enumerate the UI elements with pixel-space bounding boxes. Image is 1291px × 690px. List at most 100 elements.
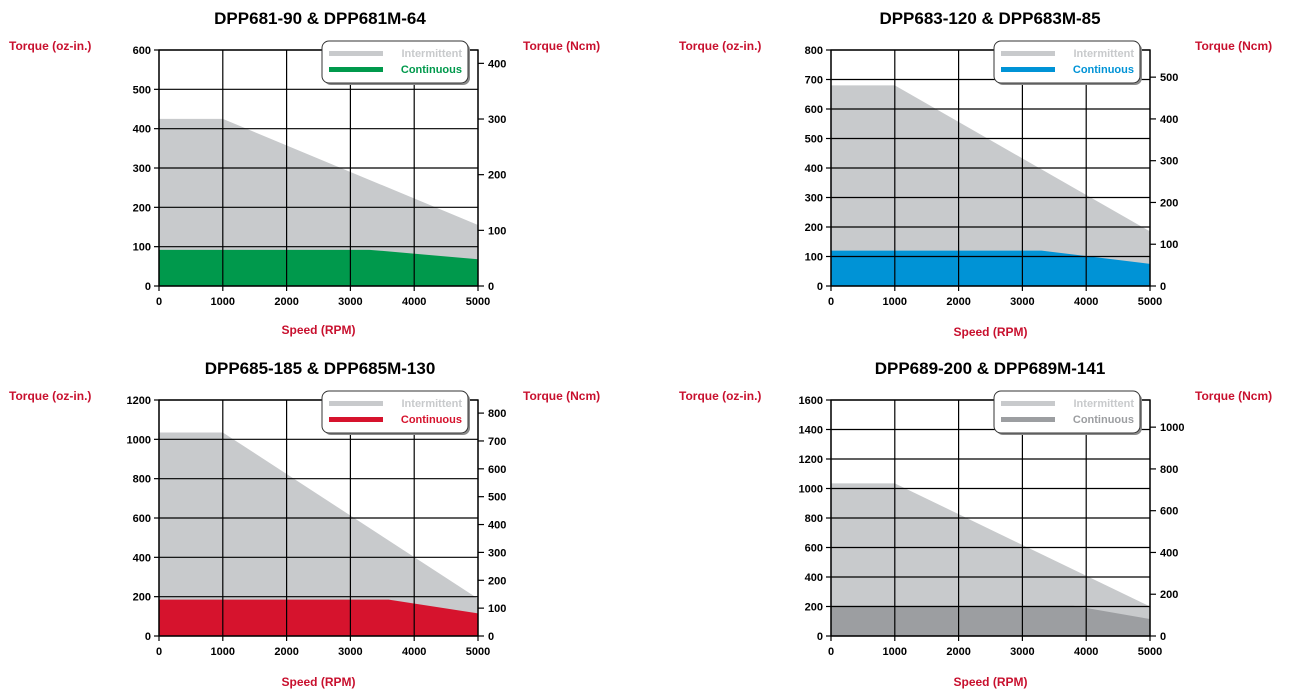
y-axis-label-right: Torque (Ncm) (523, 389, 600, 403)
x-tick-label: 2000 (274, 646, 298, 658)
x-tick-label: 3000 (1010, 646, 1034, 658)
intermittent-area (831, 483, 1150, 636)
y-tick-label: 300 (805, 193, 823, 205)
x-tick-label: 0 (156, 296, 162, 308)
x-tick-label: 2000 (946, 296, 970, 308)
intermittent-area (831, 85, 1150, 287)
y2-tick-label: 100 (488, 225, 506, 237)
chart-4: DPP689-200 & DPP689M-141 Torque (oz-in.) T… (679, 359, 1272, 689)
legend-swatch-continuous (329, 67, 383, 72)
y-tick-label: 600 (805, 104, 823, 116)
x-tick-label: 2000 (946, 646, 970, 658)
chart-1: DPP681-90 & DPP681M-64 Torque (oz-in.) Tor… (9, 9, 600, 337)
x-tick-label: 1000 (211, 646, 235, 658)
legend-label-continuous: Continuous (401, 64, 462, 76)
x-tick-label: 4000 (1074, 296, 1098, 308)
y-tick-label: 0 (145, 631, 151, 643)
y-tick-label: 100 (805, 252, 823, 264)
legend-label-intermittent: Intermittent (402, 398, 463, 410)
intermittent-area (159, 432, 478, 636)
chart-title: DPP685-185 & DPP685M-130 (205, 359, 436, 378)
y2-tick-label: 700 (488, 436, 506, 448)
intermittent-area (159, 118, 478, 286)
x-tick-label: 0 (156, 646, 162, 658)
y-axis-label-right: Torque (Ncm) (523, 39, 600, 53)
legend: Intermittent Continuous (321, 390, 470, 435)
y-tick-label: 1600 (799, 395, 823, 407)
y2-tick-label: 0 (1160, 281, 1166, 293)
x-tick-label: 3000 (1010, 296, 1034, 308)
y-tick-label: 1200 (799, 454, 823, 466)
legend-swatch-intermittent (1001, 51, 1055, 56)
x-tick-label: 4000 (1074, 646, 1098, 658)
continuous-area (831, 605, 1150, 636)
legend-label-continuous: Continuous (1073, 64, 1134, 76)
y-tick-label: 400 (133, 124, 151, 136)
y-tick-label: 500 (133, 84, 151, 96)
y-axis-label-left: Torque (oz-in.) (9, 39, 91, 53)
x-tick-label: 5000 (466, 296, 490, 308)
continuous-area (159, 599, 478, 636)
x-tick-label: 3000 (338, 296, 362, 308)
legend-swatch-continuous (329, 417, 383, 422)
y-tick-label: 200 (805, 602, 823, 614)
x-tick-label: 2000 (274, 296, 298, 308)
legend-label-intermittent: Intermittent (1074, 48, 1135, 60)
legend-label-continuous: Continuous (1073, 414, 1134, 426)
legend: Intermittent Continuous (993, 390, 1142, 435)
y-tick-label: 600 (805, 543, 823, 555)
legend-label-continuous: Continuous (401, 414, 462, 426)
y-tick-label: 0 (817, 631, 823, 643)
y-tick-label: 800 (805, 45, 823, 57)
y-tick-label: 1400 (799, 425, 823, 437)
y2-tick-label: 400 (488, 520, 506, 532)
y-tick-label: 0 (817, 281, 823, 293)
y2-tick-label: 800 (1160, 464, 1178, 476)
y2-tick-label: 500 (488, 492, 506, 504)
y2-tick-label: 600 (488, 464, 506, 476)
y-tick-label: 200 (805, 222, 823, 234)
y-tick-label: 400 (805, 163, 823, 175)
y-tick-label: 500 (805, 134, 823, 146)
x-tick-label: 3000 (338, 646, 362, 658)
legend-label-intermittent: Intermittent (1074, 398, 1135, 410)
y-axis-label-left: Torque (oz-in.) (679, 39, 761, 53)
continuous-area (831, 250, 1150, 286)
y-axis-label-right: Torque (Ncm) (1195, 39, 1272, 53)
x-axis-label: Speed (RPM) (281, 323, 355, 337)
y-tick-label: 800 (133, 474, 151, 486)
y-tick-label: 400 (805, 572, 823, 584)
y2-tick-label: 1000 (1160, 422, 1184, 434)
y2-tick-label: 200 (1160, 589, 1178, 601)
x-tick-label: 1000 (883, 296, 907, 308)
x-tick-label: 5000 (466, 646, 490, 658)
y-tick-label: 200 (133, 202, 151, 214)
y2-tick-label: 600 (1160, 506, 1178, 518)
x-axis-label: Speed (RPM) (953, 675, 1027, 689)
y2-tick-label: 300 (1160, 156, 1178, 168)
y-axis-label-right: Torque (Ncm) (1195, 389, 1272, 403)
y2-tick-label: 400 (488, 58, 506, 70)
y-axis-label-left: Torque (oz-in.) (9, 389, 91, 403)
x-tick-label: 0 (828, 646, 834, 658)
y-tick-label: 300 (133, 163, 151, 175)
y-axis-label-left: Torque (oz-in.) (679, 389, 761, 403)
x-tick-label: 4000 (402, 296, 426, 308)
y2-tick-label: 300 (488, 547, 506, 559)
y2-tick-label: 200 (1160, 197, 1178, 209)
legend-swatch-continuous (1001, 417, 1055, 422)
y2-tick-label: 200 (488, 575, 506, 587)
y-tick-label: 0 (145, 281, 151, 293)
x-tick-label: 4000 (402, 646, 426, 658)
y-tick-label: 600 (133, 45, 151, 57)
legend-swatch-intermittent (1001, 401, 1055, 406)
legend: Intermittent Continuous (993, 40, 1142, 85)
y2-tick-label: 800 (488, 408, 506, 420)
y-tick-label: 1000 (127, 434, 151, 446)
x-tick-label: 5000 (1138, 296, 1162, 308)
x-axis-label: Speed (RPM) (281, 675, 355, 689)
y-tick-label: 800 (805, 513, 823, 525)
y2-tick-label: 0 (488, 281, 494, 293)
y-tick-label: 400 (133, 552, 151, 564)
